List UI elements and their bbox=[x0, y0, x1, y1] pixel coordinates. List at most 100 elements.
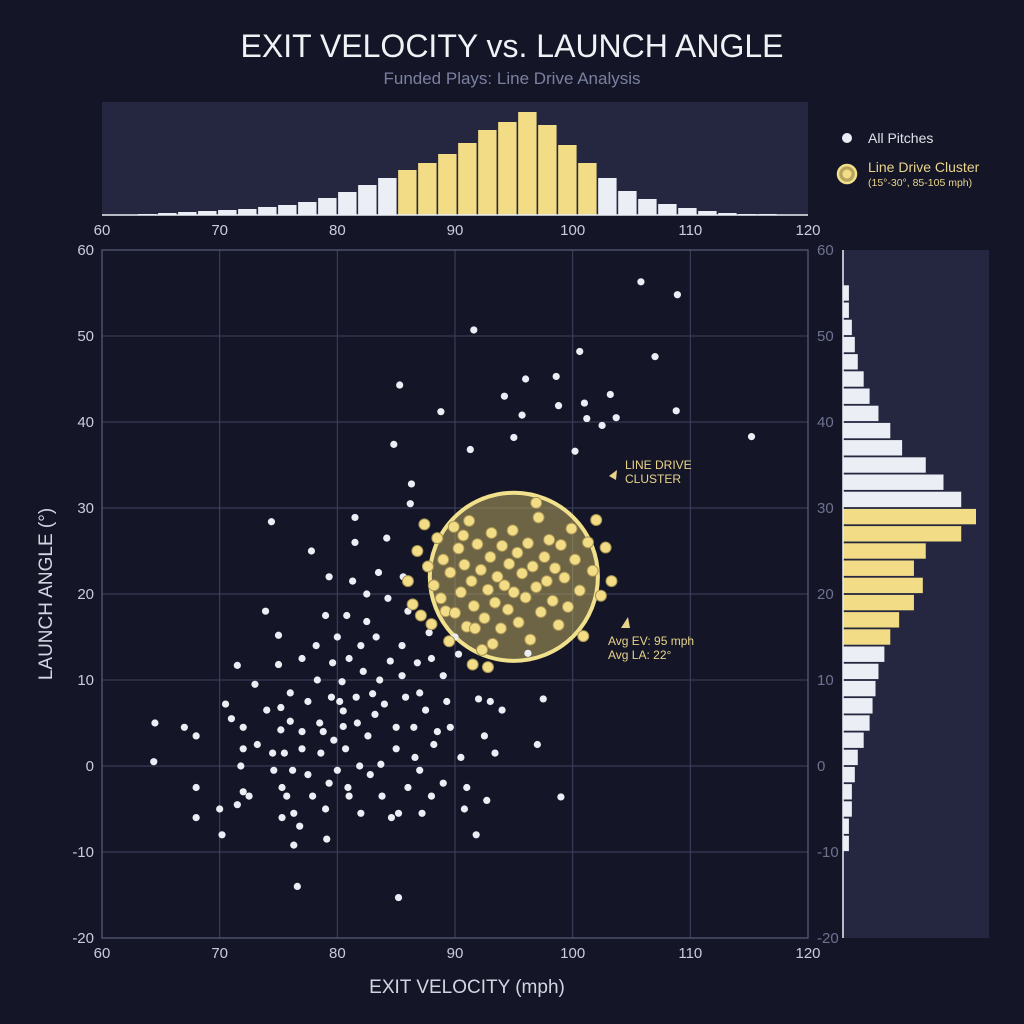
point-all-pitches bbox=[298, 745, 306, 753]
top-histogram-bar bbox=[158, 213, 177, 215]
right-histogram-bar bbox=[843, 577, 923, 594]
right-histogram-bar bbox=[843, 560, 914, 576]
point-all-pitches bbox=[491, 749, 499, 757]
point-all-pitches bbox=[416, 766, 424, 774]
point-all-pitches bbox=[612, 414, 620, 422]
point-all-pitches bbox=[672, 407, 680, 415]
point-line-drive-cluster bbox=[543, 533, 556, 546]
point-all-pitches bbox=[333, 766, 341, 774]
point-all-pitches bbox=[278, 783, 286, 792]
right-histogram-bar bbox=[843, 457, 926, 473]
point-all-pitches bbox=[498, 706, 506, 714]
point-all-pitches bbox=[323, 835, 331, 843]
point-line-drive-cluster bbox=[414, 609, 427, 622]
right-histogram-bar bbox=[843, 594, 914, 611]
top-histogram-bar bbox=[438, 154, 457, 215]
point-all-pitches bbox=[221, 700, 230, 708]
point-all-pitches bbox=[345, 792, 353, 800]
point-line-drive-cluster bbox=[590, 514, 603, 527]
point-all-pitches bbox=[470, 326, 478, 334]
point-all-pitches bbox=[351, 513, 359, 522]
point-all-pitches bbox=[180, 723, 188, 731]
top-histogram-bar bbox=[638, 199, 657, 215]
point-all-pitches bbox=[251, 680, 259, 688]
top-histogram-tick-label: 70 bbox=[211, 222, 228, 239]
point-line-drive-cluster bbox=[458, 558, 471, 571]
point-all-pitches bbox=[216, 805, 224, 813]
point-all-pitches bbox=[327, 693, 336, 701]
top-histogram-bar bbox=[338, 192, 357, 215]
point-line-drive-cluster bbox=[605, 575, 618, 588]
point-all-pitches bbox=[363, 590, 371, 598]
point-all-pitches bbox=[383, 534, 391, 542]
point-line-drive-cluster bbox=[449, 606, 461, 619]
point-all-pitches bbox=[309, 792, 317, 800]
point-all-pitches bbox=[454, 650, 463, 658]
top-histogram-bar bbox=[278, 205, 297, 215]
point-all-pitches bbox=[472, 831, 480, 839]
right-histogram-bar bbox=[843, 474, 944, 490]
point-all-pitches bbox=[349, 577, 357, 585]
point-all-pitches bbox=[457, 753, 465, 762]
point-all-pitches bbox=[192, 783, 200, 792]
point-line-drive-cluster bbox=[524, 633, 537, 646]
legend-marker-line-drive-cluster-dot bbox=[842, 169, 852, 179]
point-all-pitches bbox=[554, 402, 563, 410]
point-all-pitches bbox=[352, 693, 360, 701]
point-line-drive-cluster bbox=[581, 536, 594, 549]
point-line-drive-cluster bbox=[534, 606, 547, 619]
right-histogram-tick-label: 10 bbox=[817, 672, 834, 689]
top-histogram-tick-labels: 60 70 80 90 100 110 120 bbox=[94, 222, 821, 239]
point-all-pitches bbox=[369, 690, 377, 698]
point-line-drive-cluster bbox=[469, 622, 482, 635]
point-all-pitches bbox=[374, 568, 383, 577]
point-line-drive-cluster bbox=[484, 551, 497, 564]
point-line-drive-cluster bbox=[425, 618, 438, 631]
point-all-pitches bbox=[277, 703, 285, 712]
stats-avg-ev: Avg EV: 95 mph bbox=[608, 634, 694, 648]
point-all-pitches bbox=[267, 518, 276, 526]
chart-title: EXIT VELOCITY vs. LAUNCH ANGLE bbox=[241, 28, 784, 64]
point-line-drive-cluster bbox=[427, 579, 440, 592]
top-histogram-bar bbox=[558, 145, 577, 215]
point-line-drive-cluster bbox=[463, 514, 476, 527]
point-all-pitches bbox=[398, 672, 406, 680]
point-all-pitches bbox=[237, 762, 245, 770]
point-all-pitches bbox=[338, 678, 346, 686]
point-all-pitches bbox=[439, 672, 447, 680]
right-histogram-bar bbox=[843, 766, 855, 783]
top-histogram bbox=[138, 112, 777, 215]
point-line-drive-cluster bbox=[558, 571, 571, 584]
point-line-drive-cluster bbox=[565, 522, 578, 535]
point-line-drive-cluster bbox=[503, 557, 516, 570]
right-histogram-bar bbox=[843, 405, 879, 422]
point-line-drive-cluster bbox=[540, 575, 553, 588]
point-all-pitches bbox=[394, 893, 403, 902]
point-line-drive-cluster bbox=[577, 630, 590, 643]
point-all-pitches bbox=[392, 745, 400, 753]
point-all-pitches bbox=[313, 676, 321, 684]
top-histogram-bar bbox=[458, 143, 477, 215]
point-all-pitches bbox=[304, 771, 312, 779]
point-all-pitches bbox=[396, 381, 404, 389]
point-all-pitches bbox=[325, 779, 333, 787]
point-all-pitches bbox=[576, 347, 584, 356]
point-line-drive-cluster bbox=[418, 518, 431, 531]
point-line-drive-cluster bbox=[457, 529, 470, 542]
point-line-drive-cluster bbox=[467, 600, 480, 613]
point-line-drive-cluster bbox=[437, 553, 450, 566]
point-line-drive-cluster bbox=[471, 538, 484, 551]
point-all-pitches bbox=[486, 697, 494, 706]
point-all-pitches bbox=[425, 629, 433, 637]
point-all-pitches bbox=[371, 710, 379, 719]
point-all-pitches bbox=[377, 760, 385, 768]
point-all-pitches bbox=[233, 801, 241, 809]
point-all-pitches bbox=[274, 631, 283, 639]
point-line-drive-cluster bbox=[530, 496, 543, 509]
top-histogram-tick-label: 110 bbox=[678, 222, 702, 239]
right-histogram-bar bbox=[843, 319, 852, 336]
point-all-pitches bbox=[483, 796, 491, 805]
right-histogram-tick-label: -10 bbox=[817, 844, 839, 861]
point-all-pitches bbox=[427, 792, 436, 800]
